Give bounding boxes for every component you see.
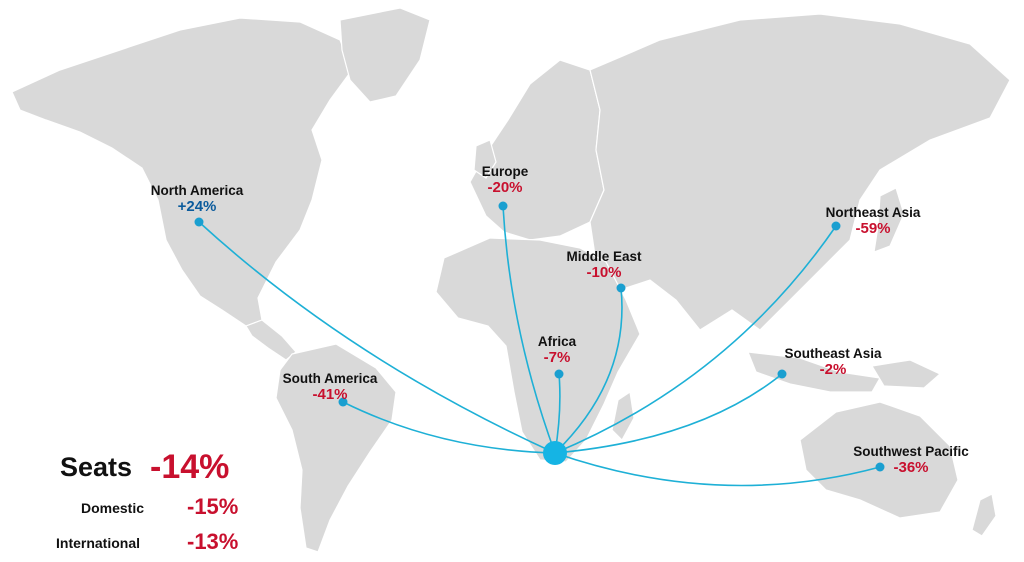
marker-south-america (338, 397, 348, 407)
label-southeast-asia: Southeast Asia -2% (766, 346, 900, 378)
route-northeast-asia (554, 225, 837, 454)
land-greenland (339, 7, 431, 103)
label-africa: Africa -7% (512, 334, 602, 366)
label-southwest-pacific: Southwest Pacific -36% (836, 444, 986, 476)
domestic-value: -15% (187, 494, 239, 519)
region-name: Northeast Asia (825, 205, 921, 220)
route-middle-east (554, 287, 623, 454)
land-central-america (245, 319, 297, 361)
land-north-america (11, 17, 353, 327)
region-name: Southwest Pacific (853, 444, 969, 459)
marker-southwest-pacific (875, 462, 885, 472)
land-new-guinea (871, 359, 942, 389)
route-north-america (198, 221, 556, 454)
seats-value: -14% (150, 448, 230, 486)
international-label: International (56, 535, 141, 551)
marker-north-america (194, 217, 204, 227)
route-south-america (342, 401, 556, 454)
land-new-zealand (971, 493, 997, 537)
marker-europe (498, 201, 508, 211)
region-value: -59% (855, 220, 891, 237)
land-south-america (275, 343, 397, 553)
label-europe: Europe -20% (450, 164, 560, 196)
label-middle-east: Middle East -10% (544, 249, 664, 281)
region-value: -7% (543, 349, 571, 366)
region-name: Europe (481, 164, 529, 179)
landmasses (11, 7, 1011, 553)
region-name: South America (282, 371, 378, 386)
route-lines (198, 205, 881, 487)
route-southeast-asia (554, 373, 783, 454)
region-value: -36% (893, 459, 929, 476)
marker-africa (554, 369, 564, 379)
region-value: -2% (819, 361, 847, 378)
hub-marker (543, 441, 567, 465)
seats-label: Seats (60, 452, 133, 482)
land-uk (473, 139, 497, 179)
label-south-america: South America -41% (265, 371, 395, 403)
route-europe (502, 205, 556, 454)
region-value: +24% (177, 198, 217, 215)
label-north-america: North America +24% (132, 183, 262, 215)
land-southeast-asia-islands (747, 351, 881, 393)
domestic-label: Domestic (81, 500, 145, 516)
land-asia (589, 13, 1011, 331)
label-northeast-asia: Northeast Asia -59% (808, 205, 938, 237)
international-value: -13% (187, 529, 239, 554)
marker-southeast-asia (777, 369, 787, 379)
region-value: -20% (487, 179, 523, 196)
region-name: Southeast Asia (784, 346, 882, 361)
land-japan (873, 187, 905, 253)
region-name: Middle East (566, 249, 642, 264)
marker-northeast-asia (831, 221, 841, 231)
marker-middle-east (616, 283, 626, 293)
region-name: North America (150, 183, 244, 198)
region-name: Africa (537, 334, 577, 349)
region-value: -41% (312, 386, 348, 403)
route-southwest-pacific (554, 452, 881, 487)
region-value: -10% (586, 264, 622, 281)
land-australia (799, 401, 959, 519)
region-markers (194, 201, 885, 472)
